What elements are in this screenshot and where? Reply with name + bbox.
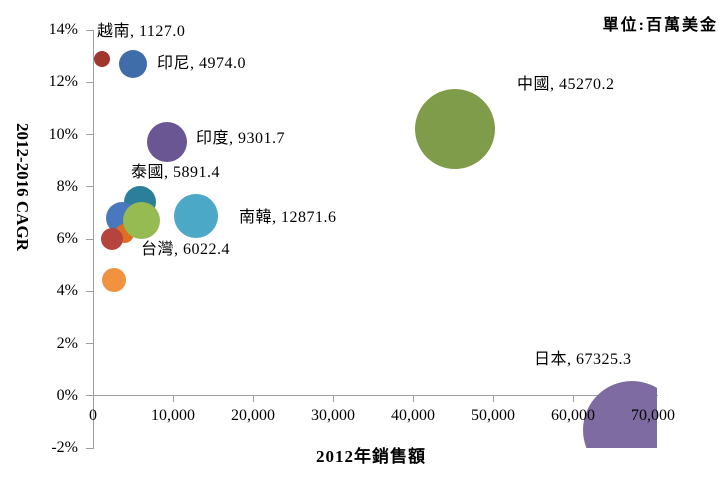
data-label-indonesia: 印尼, 4974.0 bbox=[157, 55, 247, 72]
y-tick-mark bbox=[86, 29, 93, 31]
y-tick-label: 6% bbox=[56, 230, 78, 247]
y-tick-mark bbox=[86, 81, 93, 83]
y-tick-mark bbox=[86, 343, 93, 344]
data-label-india: 印度, 9301.7 bbox=[196, 130, 286, 147]
bubble-taiwan bbox=[122, 202, 160, 240]
x-tick-label: 60,000 bbox=[551, 407, 595, 424]
y-tick-mark bbox=[86, 134, 93, 135]
y-tick-mark bbox=[86, 290, 93, 292]
y-tick-label: 10% bbox=[48, 125, 78, 143]
plot-area bbox=[93, 30, 657, 448]
y-axis-line bbox=[93, 30, 94, 449]
bubble-unlabeled-orange bbox=[101, 267, 126, 292]
y-tick-mark bbox=[86, 447, 93, 449]
bubble-unlabeled-red bbox=[101, 228, 124, 250]
x-tick-label: 40,000 bbox=[391, 407, 435, 424]
x-tick-mark bbox=[492, 396, 494, 402]
x-tick-mark bbox=[252, 396, 254, 402]
y-tick-mark bbox=[86, 238, 93, 240]
data-label-taiwan: 台灣, 6022.4 bbox=[141, 241, 231, 258]
x-tick-label: 20,000 bbox=[231, 407, 275, 424]
y-tick-label: 14% bbox=[48, 21, 78, 38]
bubble-south-korea bbox=[174, 193, 218, 238]
y-tick-label: 8% bbox=[56, 177, 78, 195]
bubble-india bbox=[147, 122, 188, 163]
x-tick-mark bbox=[412, 396, 414, 402]
y-tick-mark bbox=[86, 395, 93, 397]
y-tick-label: 4% bbox=[56, 282, 78, 300]
data-label-china: 中國, 45270.2 bbox=[517, 76, 615, 93]
bubble-indonesia bbox=[118, 50, 147, 78]
y-tick-label: -2% bbox=[51, 439, 78, 456]
y-axis-title: 2012-2016 CAGR bbox=[13, 123, 32, 251]
x-tick-label: 50,000 bbox=[471, 407, 515, 424]
y-tick-mark bbox=[86, 186, 93, 188]
x-tick-mark bbox=[172, 396, 174, 402]
data-label-south-korea: 南韓, 12871.6 bbox=[239, 209, 337, 226]
bubble-china bbox=[415, 89, 496, 170]
x-axis-line bbox=[93, 395, 658, 396]
x-axis-title: 2012年銷售額 bbox=[316, 447, 426, 466]
data-label-thailand: 泰國, 5891.4 bbox=[131, 164, 221, 181]
x-tick-label: 0 bbox=[89, 407, 97, 424]
x-tick-mark bbox=[332, 396, 334, 402]
data-label-vietnam: 越南, 1127.0 bbox=[97, 23, 186, 40]
x-tick-label: 70,000 bbox=[631, 407, 675, 424]
y-tick-label: 2% bbox=[56, 334, 78, 352]
bubble-vietnam bbox=[94, 50, 110, 67]
unit-note-label: 單位:百萬美金 bbox=[602, 17, 718, 34]
x-tick-mark bbox=[92, 396, 94, 402]
x-tick-label: 10,000 bbox=[151, 407, 195, 424]
x-tick-label: 30,000 bbox=[311, 407, 355, 424]
y-tick-label: 12% bbox=[48, 73, 78, 91]
y-tick-label: 0% bbox=[56, 386, 78, 404]
x-tick-mark bbox=[572, 396, 574, 402]
data-label-japan: 日本, 67325.3 bbox=[534, 351, 632, 368]
